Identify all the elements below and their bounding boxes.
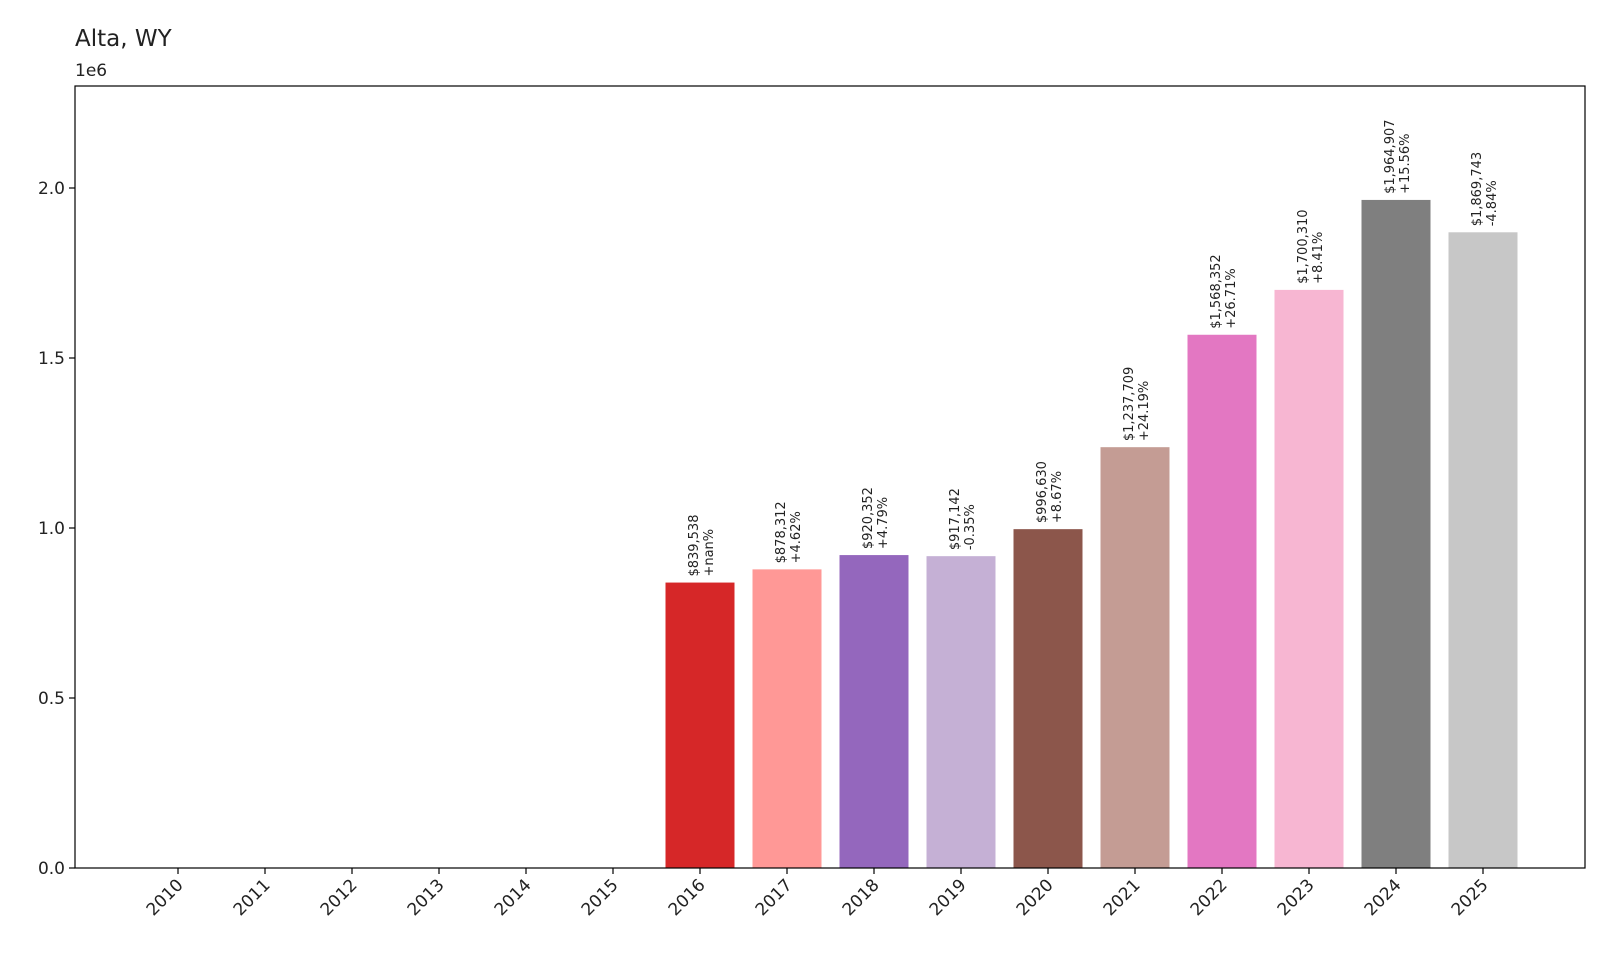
bar-2019: [926, 556, 996, 868]
x-tick-label-2024: 2024: [1361, 875, 1406, 920]
y-axis: 0.0 0.5 1.0 1.5 2.0: [38, 179, 75, 879]
x-tick-label-2013: 2013: [404, 875, 449, 920]
x-tick-label-2021: 2021: [1100, 875, 1145, 920]
x-tick-label-2025: 2025: [1448, 875, 1493, 920]
x-tick-label-2022: 2022: [1187, 875, 1232, 920]
bar-2017: [752, 569, 822, 868]
bar-change-label-2019: -0.35%: [963, 504, 978, 550]
bar-change-label-2017: +4.62%: [789, 511, 804, 563]
y-tick-label-1.5: 1.5: [38, 349, 65, 369]
y-tick-label-1.0: 1.0: [38, 519, 65, 539]
bar-2023: [1274, 289, 1344, 868]
bar-value-label-2021: $1,237,709: [1122, 367, 1137, 441]
bar-change-label-2022: +26.71%: [1224, 268, 1239, 328]
bar-value-label-2023: $1,700,310: [1296, 209, 1311, 283]
bar-value-label-2016: $839,538: [687, 515, 702, 577]
x-tick-label-2015: 2015: [578, 875, 623, 920]
bar-2025: [1448, 232, 1518, 869]
bar-change-label-2016: +nan%: [702, 529, 717, 577]
bar-labels: $839,538 +nan% $878,312 +4.62% $920,352 +4.79…: [687, 119, 1500, 576]
x-tick-label-2014: 2014: [491, 875, 536, 920]
y-axis-offset-label: 1e6: [75, 61, 107, 81]
bar-change-label-2021: +24.19%: [1137, 381, 1152, 441]
bar-value-label-2024: $1,964,907: [1383, 119, 1398, 193]
x-tick-label-2017: 2017: [752, 875, 797, 920]
bar-value-label-2017: $878,312: [774, 501, 789, 563]
x-tick-label-2020: 2020: [1013, 875, 1058, 920]
x-tick-label-2016: 2016: [665, 875, 710, 920]
bar-change-label-2024: +15.56%: [1398, 133, 1413, 193]
plot-frame: [74, 85, 1586, 869]
bar-2022: [1187, 334, 1257, 868]
x-axis: 2010 2011 2012 2013 2014 2015 2016 2017 2018 2019…: [143, 868, 1493, 920]
bar-value-label-2019: $917,142: [948, 488, 963, 550]
bar-2018: [839, 555, 909, 868]
bar-value-label-2020: $996,630: [1035, 461, 1050, 523]
x-tick-label-2012: 2012: [317, 875, 362, 920]
bar-change-label-2018: +4.79%: [876, 497, 891, 549]
bar-change-label-2020: +8.67%: [1050, 471, 1065, 523]
bar-value-label-2022: $1,568,352: [1209, 254, 1224, 328]
bar-2024: [1361, 199, 1431, 868]
bar-change-label-2023: +8.41%: [1311, 232, 1326, 284]
bar-value-label-2018: $920,352: [861, 487, 876, 549]
bar-change-label-2025: -4.84%: [1485, 180, 1500, 226]
bar-value-label-2025: $1,869,743: [1470, 152, 1485, 226]
bar-2021: [1100, 447, 1170, 868]
x-tick-label-2019: 2019: [926, 875, 971, 920]
y-tick-label-2.0: 2.0: [38, 179, 65, 199]
x-tick-label-2018: 2018: [839, 875, 884, 920]
x-tick-label-2010: 2010: [143, 875, 188, 920]
x-tick-label-2011: 2011: [230, 875, 275, 920]
y-tick-label-0.0: 0.0: [38, 859, 65, 879]
y-tick-label-0.5: 0.5: [38, 689, 65, 709]
plot-background: [75, 86, 1585, 868]
chart-title: Alta, WY: [75, 26, 173, 52]
bar-2020: [1013, 529, 1083, 868]
bars: [665, 199, 1518, 869]
x-tick-label-2023: 2023: [1274, 875, 1319, 920]
bar-2016: [665, 582, 735, 868]
